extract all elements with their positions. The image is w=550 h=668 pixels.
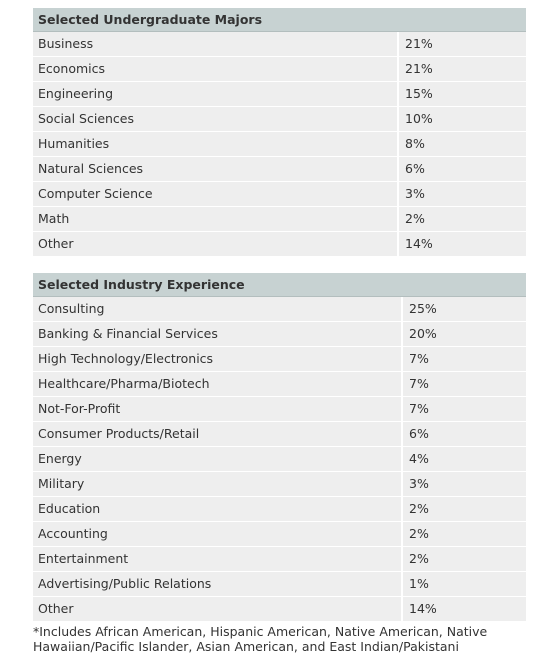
row-value: 7%	[403, 347, 526, 371]
row-value: 7%	[403, 397, 526, 421]
table-row: Business 21%	[33, 32, 526, 57]
table-row: Computer Science 3%	[33, 182, 526, 207]
row-value: 2%	[403, 547, 526, 571]
table-row: Healthcare/Pharma/Biotech 7%	[33, 372, 526, 397]
table-row: Engineering 15%	[33, 82, 526, 107]
undergraduate-majors-table: Selected Undergraduate Majors Business 2…	[33, 8, 526, 257]
row-value: 3%	[403, 472, 526, 496]
row-value: 14%	[403, 597, 526, 621]
row-label: Healthcare/Pharma/Biotech	[33, 372, 403, 396]
row-label: Accounting	[33, 522, 403, 546]
table-row: Consulting 25%	[33, 297, 526, 322]
table-row: Not-For-Profit 7%	[33, 397, 526, 422]
table-row: Consumer Products/Retail 6%	[33, 422, 526, 447]
row-label: Consulting	[33, 297, 403, 321]
row-label: Military	[33, 472, 403, 496]
row-label: Humanities	[33, 132, 399, 156]
row-value: 21%	[399, 57, 526, 81]
table-header: Selected Undergraduate Majors	[33, 8, 526, 32]
table-row: Military 3%	[33, 472, 526, 497]
row-value: 15%	[399, 82, 526, 106]
table-row: Education 2%	[33, 497, 526, 522]
row-label: Consumer Products/Retail	[33, 422, 403, 446]
row-label: Education	[33, 497, 403, 521]
row-value: 8%	[399, 132, 526, 156]
table-row: Math 2%	[33, 207, 526, 232]
row-label: Economics	[33, 57, 399, 81]
table-header: Selected Industry Experience	[33, 273, 526, 297]
footnote-line-1: *Includes African American, Hispanic Ame…	[33, 624, 488, 639]
table-row: Banking & Financial Services 20%	[33, 322, 526, 347]
row-label: Computer Science	[33, 182, 399, 206]
row-value: 10%	[399, 107, 526, 131]
row-value: 4%	[403, 447, 526, 471]
table-row: Accounting 2%	[33, 522, 526, 547]
row-label: Not-For-Profit	[33, 397, 403, 421]
footnote: *Includes African American, Hispanic Ame…	[33, 624, 533, 654]
row-value: 2%	[403, 497, 526, 521]
table-row: Other 14%	[33, 597, 526, 622]
row-label: Advertising/Public Relations	[33, 572, 403, 596]
row-label: Engineering	[33, 82, 399, 106]
row-label: Math	[33, 207, 399, 231]
row-label: Natural Sciences	[33, 157, 399, 181]
row-value: 2%	[403, 522, 526, 546]
row-value: 20%	[403, 322, 526, 346]
row-value: 6%	[399, 157, 526, 181]
table-row: Entertainment 2%	[33, 547, 526, 572]
row-value: 14%	[399, 232, 526, 256]
row-label: Social Sciences	[33, 107, 399, 131]
table-row: Energy 4%	[33, 447, 526, 472]
row-label: High Technology/Electronics	[33, 347, 403, 371]
table-row: Other 14%	[33, 232, 526, 257]
row-value: 2%	[399, 207, 526, 231]
row-value: 3%	[399, 182, 526, 206]
row-value: 25%	[403, 297, 526, 321]
row-value: 1%	[403, 572, 526, 596]
row-label: Entertainment	[33, 547, 403, 571]
table-row: Advertising/Public Relations 1%	[33, 572, 526, 597]
table-row: Humanities 8%	[33, 132, 526, 157]
row-value: 21%	[399, 32, 526, 56]
row-label: Banking & Financial Services	[33, 322, 403, 346]
table-row: Natural Sciences 6%	[33, 157, 526, 182]
table-row: Social Sciences 10%	[33, 107, 526, 132]
row-label: Energy	[33, 447, 403, 471]
row-label: Other	[33, 232, 399, 256]
table-row: High Technology/Electronics 7%	[33, 347, 526, 372]
footnote-line-2: Hawaiian/Pacific Islander, Asian America…	[33, 639, 459, 654]
industry-experience-table: Selected Industry Experience Consulting …	[33, 273, 526, 622]
row-value: 6%	[403, 422, 526, 446]
row-value: 7%	[403, 372, 526, 396]
table-row: Economics 21%	[33, 57, 526, 82]
row-label: Other	[33, 597, 403, 621]
row-label: Business	[33, 32, 399, 56]
